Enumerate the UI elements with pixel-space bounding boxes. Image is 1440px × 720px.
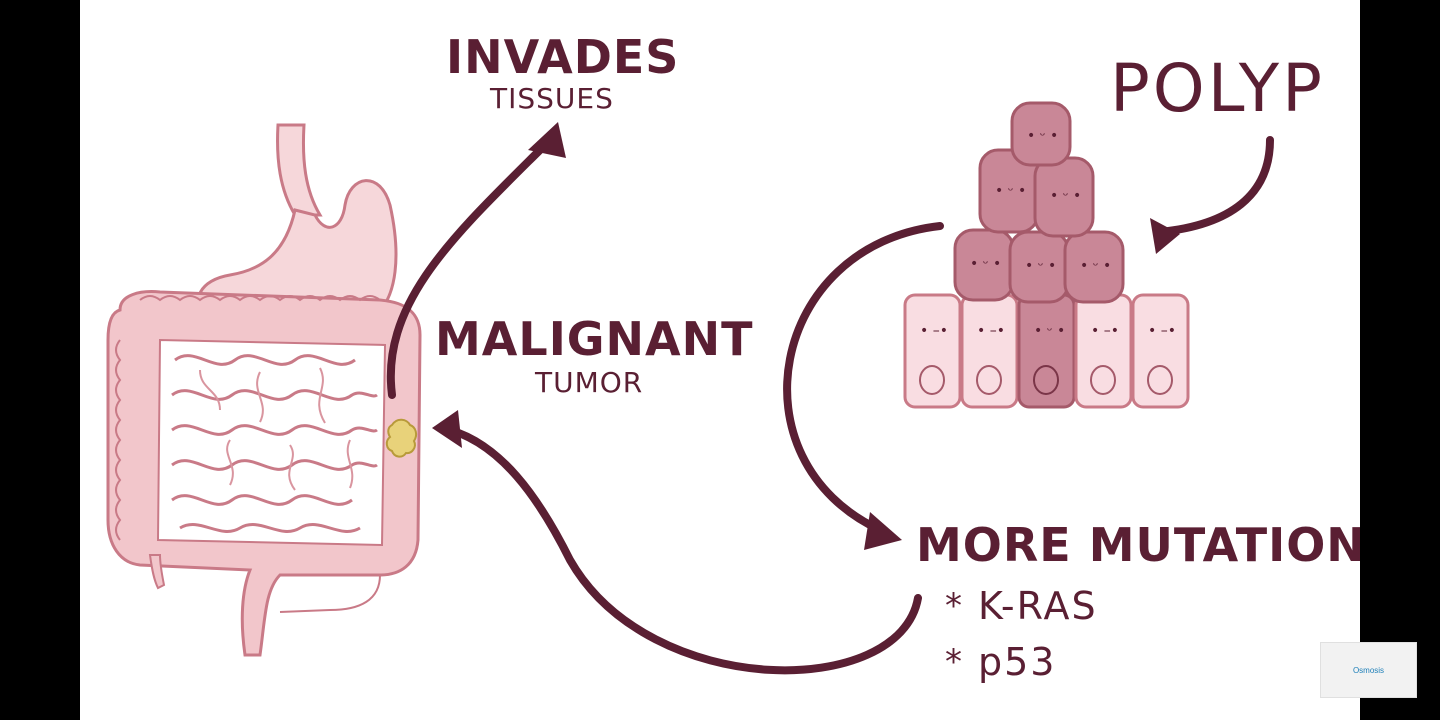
mutation-name: p53: [978, 640, 1057, 684]
invades-label: INVADES: [446, 30, 680, 84]
svg-text:• ᵕ •: • ᵕ •: [995, 183, 1026, 199]
tumor-label: TUMOR: [535, 366, 644, 399]
svg-text:• ᵕ •: • ᵕ •: [970, 256, 1001, 272]
arrow-to-tumor: [438, 424, 922, 675]
svg-text:• –•: • –•: [1148, 323, 1176, 339]
arrow-heads: [432, 122, 1180, 550]
osmosis-logo: Osmosis: [1352, 665, 1385, 675]
arrow-polyp-label: [1156, 136, 1274, 236]
malignant-label: MALIGNANT: [435, 312, 754, 366]
svg-text:• –•: • –•: [1091, 323, 1119, 339]
diagram-canvas: • –• • –• • –• • –• • ᵕ • • ᵕ • • ᵕ •: [80, 0, 1360, 720]
svg-text:• –•: • –•: [977, 323, 1005, 339]
svg-text:• ᵕ •: • ᵕ •: [1025, 258, 1056, 274]
flow-arrows: [386, 136, 1274, 675]
arrow-to-invades: [386, 136, 554, 399]
svg-text:• ᵕ •: • ᵕ •: [1080, 258, 1111, 274]
more-mutations-label: MORE MUTATIONS: [916, 518, 1360, 572]
mutation-item-kras: * K-RAS: [945, 578, 1098, 634]
arrow-to-mutations: [783, 222, 944, 534]
tumor-mass: [385, 418, 418, 458]
polyp-cells-illustration: • –• • –• • –• • –• • ᵕ • • ᵕ • • ᵕ •: [903, 101, 1190, 409]
mutation-name: K-RAS: [978, 584, 1098, 628]
bullet-star: *: [945, 642, 964, 682]
tissues-label: TISSUES: [490, 82, 614, 115]
svg-text:• ᵕ •: • ᵕ •: [1027, 128, 1058, 144]
polyp-label: POLYP: [1110, 50, 1325, 127]
osmosis-watermark: Osmosis: [1320, 642, 1417, 698]
mutation-item-p53: * p53: [945, 634, 1098, 690]
diagram-illustration: • –• • –• • –• • –• • ᵕ • • ᵕ • • ᵕ •: [106, 101, 1274, 675]
mutation-list: * K-RAS * p53: [945, 578, 1098, 690]
svg-text:• ᵕ •: • ᵕ •: [1034, 323, 1065, 339]
svg-text:• –•: • –•: [920, 323, 948, 339]
svg-text:• ᵕ •: • ᵕ •: [1050, 188, 1081, 204]
bullet-star: *: [945, 586, 964, 626]
digestive-tract-illustration: [106, 123, 422, 657]
